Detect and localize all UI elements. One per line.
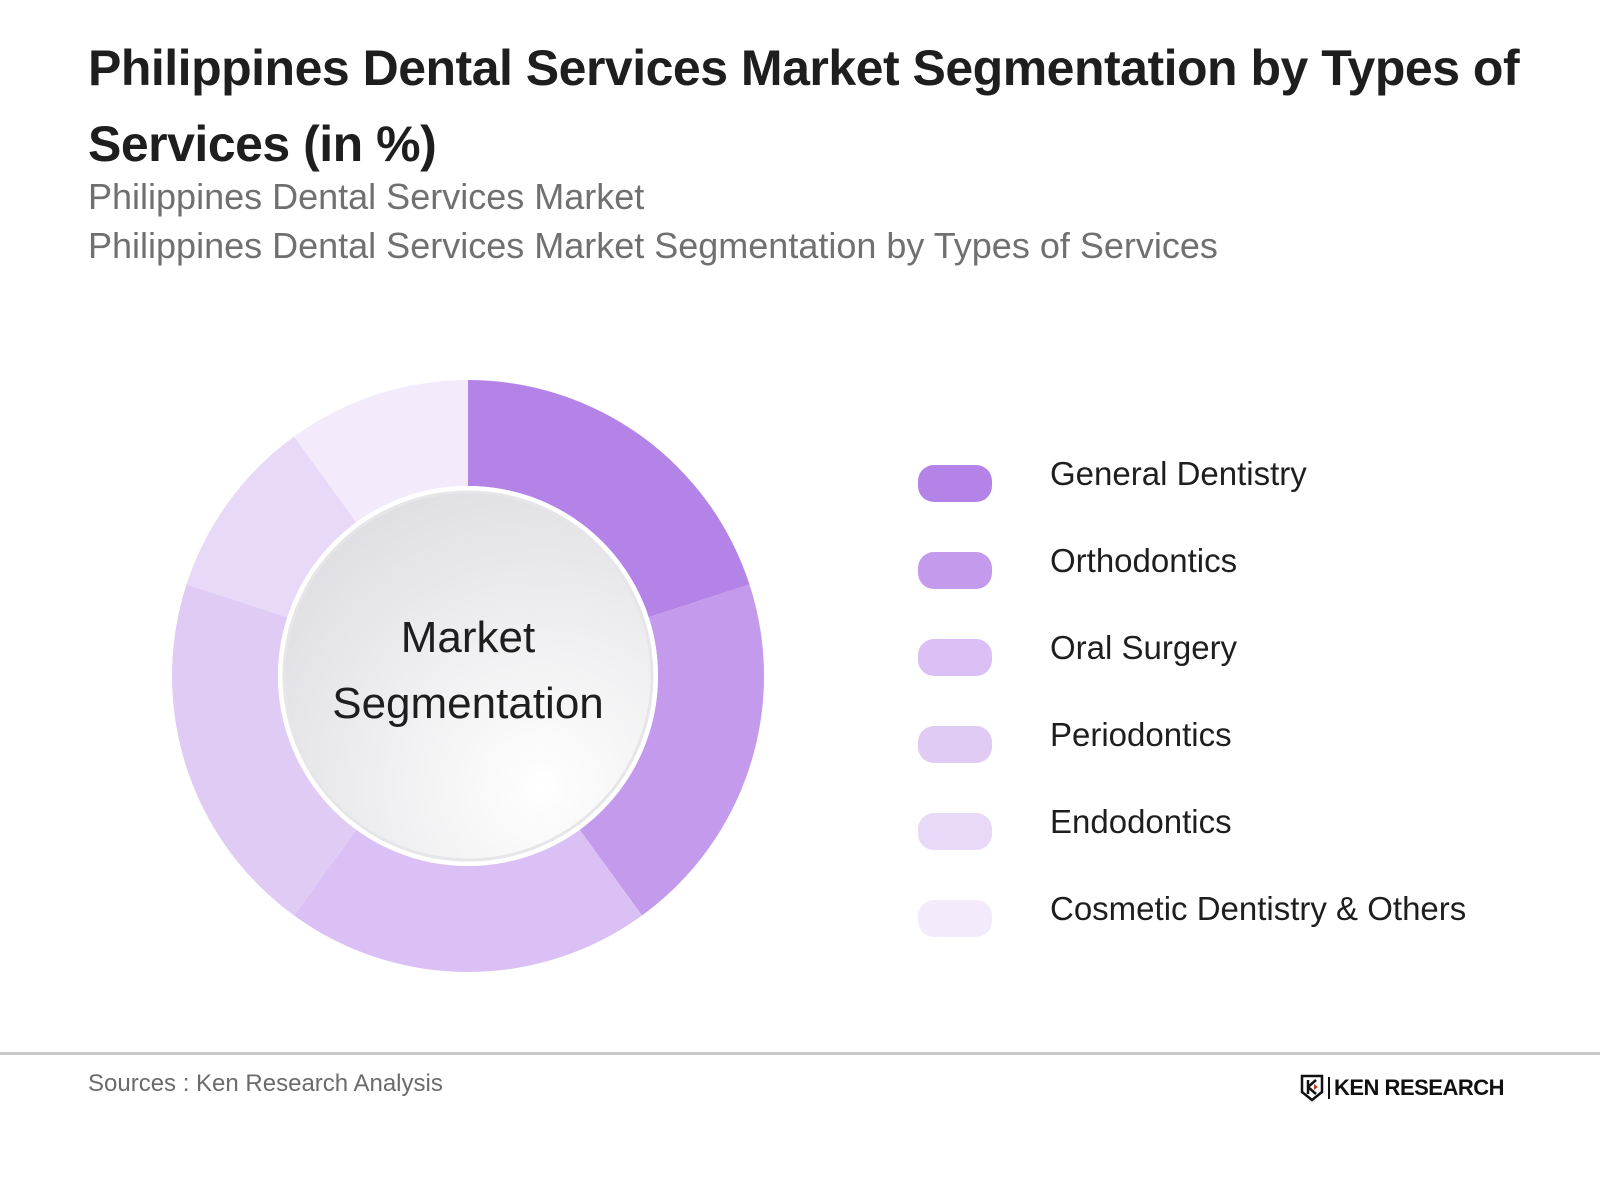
chart-title: Philippines Dental Services Market Segme…: [88, 40, 1520, 172]
donut-slice-periodontics: [171, 584, 357, 916]
legend-item-periodontics: Periodontics: [918, 716, 1232, 811]
source-note: Sources : Ken Research Analysis: [88, 1070, 443, 1097]
center-label-line-2: Segmentation: [332, 679, 604, 728]
donut-slice-general-dentistry: [468, 380, 750, 618]
legend-label: Oral Surgery: [1050, 629, 1238, 666]
donut-center-disc: [282, 490, 654, 862]
legend-swatch: [918, 552, 992, 589]
logo-separator: [1328, 1077, 1330, 1099]
legend-label: Periodontics: [1050, 716, 1232, 753]
donut-slice-orthodontics: [579, 584, 765, 916]
chart-subtitle-market: Philippines Dental Services Market: [88, 176, 645, 217]
legend-item-endodontics: Endodontics: [918, 803, 1232, 898]
legend-swatch: [918, 465, 992, 502]
center-label-line-1: Market: [400, 613, 536, 662]
legend-swatch: [918, 639, 992, 676]
legend-item-orthodontics: Orthodontics: [918, 542, 1237, 637]
legend-item-general-dentistry: General Dentistry: [918, 455, 1307, 550]
legend-label: Orthodontics: [1050, 542, 1238, 579]
legend-item-oral-surgery: Oral Surgery: [918, 629, 1237, 724]
donut-center-label: Market Segmentation: [283, 605, 653, 737]
ken-research-logo: KEN RESEARCH: [1300, 1074, 1505, 1102]
chart-legend: General Dentistry Orthodontics Oral Surg…: [918, 455, 1466, 985]
ken-research-shield-icon: [1300, 1074, 1324, 1102]
legend-swatch: [918, 813, 992, 850]
legend-label: Endodontics: [1050, 803, 1232, 840]
chart-subtitle-segmentation: Philippines Dental Services Market Segme…: [88, 225, 1218, 266]
legend-item-cosmetic-dentistry-others: Cosmetic Dentistry & Others: [918, 890, 1466, 985]
donut-slice-oral-surgery: [294, 829, 642, 973]
logo-text: KEN RESEARCH: [1334, 1075, 1505, 1100]
legend-swatch: [918, 726, 992, 763]
donut-slice-cosmetic-dentistry-others: [294, 380, 468, 523]
footer-divider: [0, 1052, 1600, 1055]
donut-slice-endodontics: [186, 436, 357, 618]
donut-slices: [171, 380, 765, 973]
legend-label: General Dentistry: [1050, 455, 1307, 492]
legend-label: Cosmetic Dentistry & Others: [1050, 890, 1467, 927]
legend-swatch: [918, 900, 992, 937]
